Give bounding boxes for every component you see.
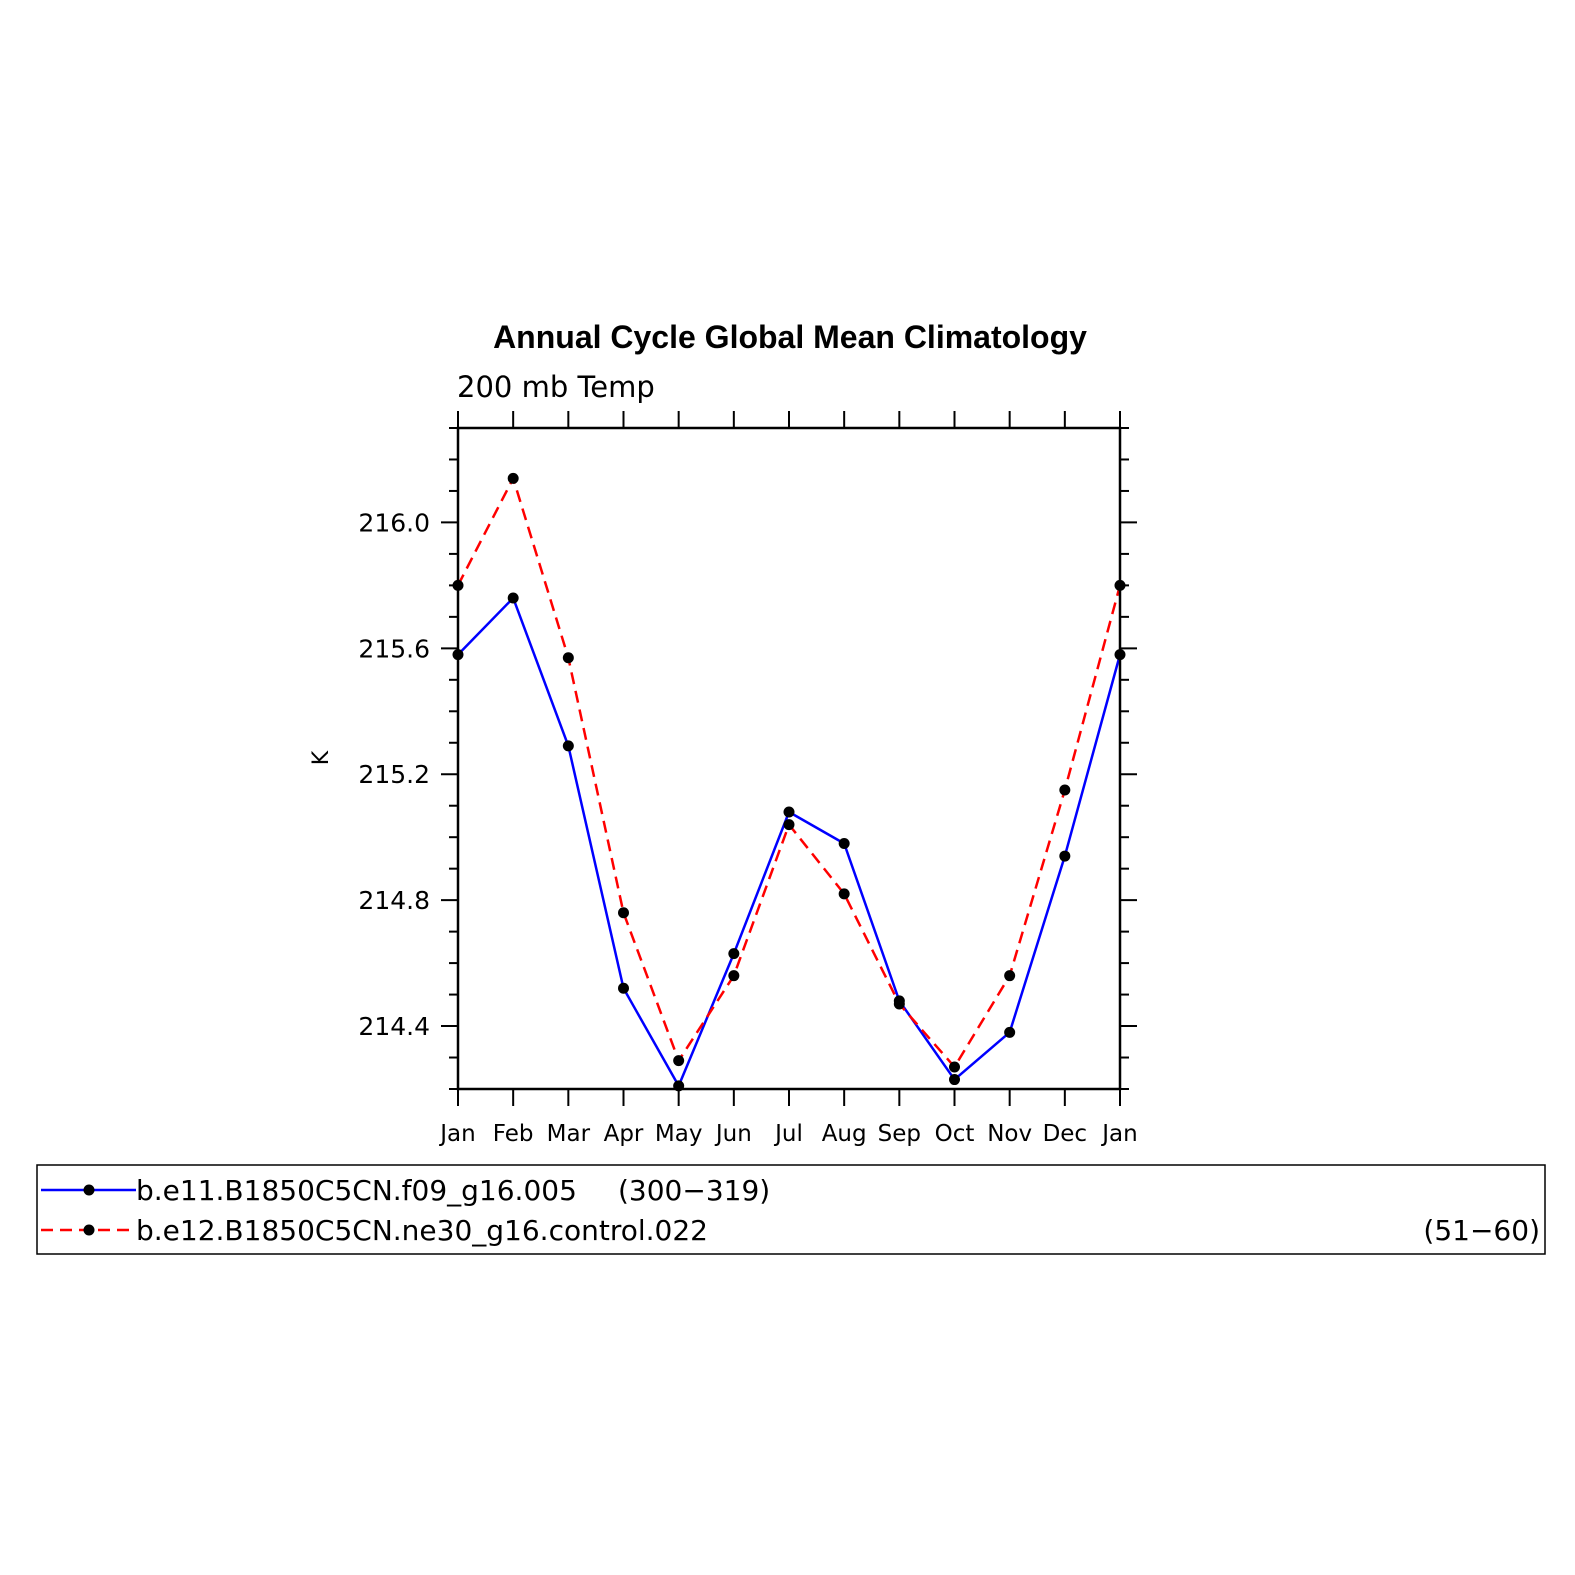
- legend-years-series-1: (300−319): [618, 1174, 770, 1207]
- x-tick-label: May: [655, 1121, 703, 1147]
- data-point-series-2: [893, 998, 905, 1010]
- x-tick-label: Aug: [822, 1121, 867, 1147]
- data-point-series-1: [949, 1074, 960, 1086]
- data-point-series-1: [838, 837, 850, 849]
- data-point-series-1: [783, 806, 795, 818]
- legend-label-series-2: b.e12.B1850C5CN.ne30_g16.control.022: [136, 1214, 708, 1247]
- data-point-series-2: [673, 1055, 685, 1067]
- x-tick-label: Jun: [714, 1121, 752, 1147]
- x-tick-label: Mar: [547, 1121, 591, 1147]
- legend-marker-series-2: [83, 1224, 95, 1236]
- data-point-series-1: [1004, 1026, 1016, 1038]
- data-point-series-1: [507, 592, 519, 604]
- legend-box: [36, 1164, 1546, 1255]
- plot-frame: [456, 426, 1122, 1091]
- chart-subtitle: 200 mb Temp: [457, 370, 655, 404]
- data-point-series-1: [1059, 850, 1071, 862]
- series-layer: [452, 472, 1126, 1092]
- data-point-series-1: [618, 982, 629, 994]
- y-tick-label: 214.8: [358, 886, 430, 915]
- data-point-series-2: [562, 652, 574, 664]
- y-tick-label: 215.6: [358, 634, 430, 663]
- y-tick-label: 215.2: [358, 760, 430, 789]
- data-point-series-2: [949, 1061, 960, 1073]
- x-tick-label: Sep: [878, 1121, 921, 1147]
- data-point-series-2: [1004, 970, 1016, 982]
- data-point-series-2: [507, 472, 519, 484]
- y-tick-label: 214.4: [358, 1012, 430, 1041]
- data-point-series-2: [783, 819, 795, 831]
- legend-years-series-2: (51−60): [1423, 1214, 1540, 1247]
- x-tick-labels: Jan Feb Mar Apr May Jun Jul Aug Sep Oct Nov Dec Jan: [438, 1121, 1137, 1147]
- x-tick-label: Jan: [438, 1121, 475, 1147]
- legend-label-series-1: b.e11.B1850C5CN.f09_g16.005: [136, 1174, 577, 1207]
- data-point-series-1: [562, 740, 574, 752]
- series-line-1: [457, 596, 1122, 1088]
- data-point-series-2: [1059, 784, 1071, 796]
- data-point-series-1: [728, 948, 740, 960]
- y-tick-label: 216.0: [358, 508, 430, 537]
- x-tick-label: Dec: [1043, 1121, 1088, 1147]
- y-tick-labels: 214.4 214.8 215.2 215.6 216.0: [358, 508, 430, 1041]
- x-tick-label: Apr: [604, 1121, 644, 1147]
- x-tick-label: Jan: [1100, 1121, 1137, 1147]
- x-tick-label: Nov: [987, 1121, 1032, 1147]
- x-tick-label: Feb: [493, 1121, 534, 1147]
- data-point-series-2: [728, 970, 740, 982]
- data-point-series-2: [618, 907, 629, 919]
- chart-title: Annual Cycle Global Mean Climatology: [493, 319, 1087, 355]
- y-axis-label: K: [309, 750, 334, 765]
- legend-marker-series-1: [83, 1184, 95, 1196]
- data-point-series-2: [838, 888, 850, 900]
- legend: b.e11.B1850C5CN.f09_g16.005 (300−319) b.…: [36, 1164, 1546, 1255]
- axis-ticks: [441, 411, 1137, 1106]
- x-tick-label: Oct: [935, 1121, 975, 1147]
- series-line-2: [456, 477, 1122, 1069]
- x-tick-label: Jul: [773, 1121, 803, 1147]
